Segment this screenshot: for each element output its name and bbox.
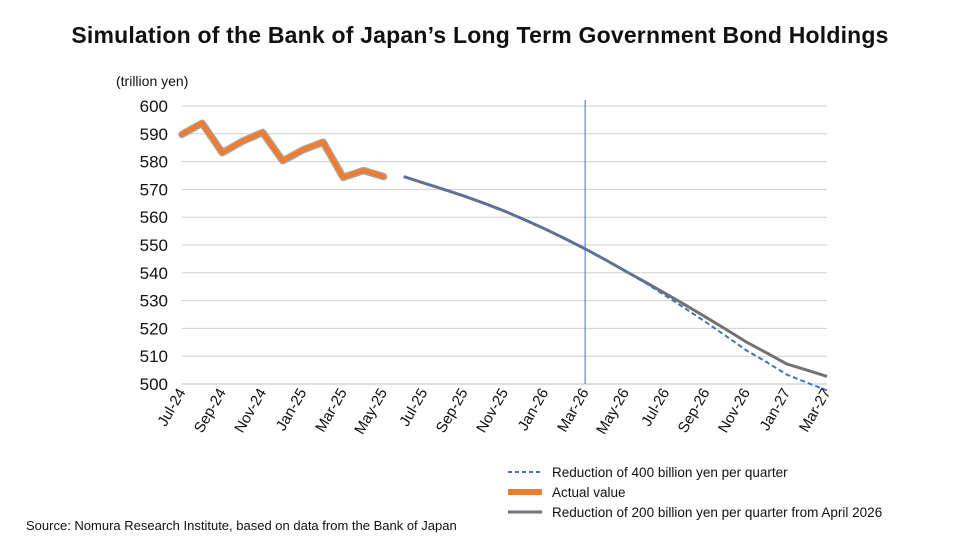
x-tick-label: Sep-24	[191, 386, 230, 436]
x-tick-label: Mar-26	[554, 386, 592, 436]
legend-label-400bn: Reduction of 400 billion yen per quarter	[552, 464, 788, 480]
y-tick-label: 570	[140, 180, 168, 199]
legend-label-200bn: Reduction of 200 billion yen per quarter…	[552, 504, 883, 520]
legend-swatch-orange	[508, 487, 542, 497]
chart-title: Simulation of the Bank of Japan’s Long T…	[71, 22, 889, 48]
y-tick-label: 580	[140, 153, 168, 172]
x-tick-label: May-26	[593, 386, 633, 438]
x-tick-label: May-25	[351, 386, 391, 438]
x-tick-label: Nov-25	[473, 386, 512, 436]
y-tick-label: 520	[140, 319, 168, 338]
y-tick-label: 590	[140, 125, 168, 144]
gridlines	[182, 105, 827, 385]
legend-item-200bn: Reduction of 200 billion yen per quarter…	[508, 502, 882, 522]
x-tick-label: Jan-26	[515, 386, 553, 434]
x-tick-label: Jan-25	[273, 386, 311, 434]
y-tick-label: 560	[140, 208, 168, 227]
x-tick-label: Sep-26	[675, 386, 714, 436]
series-line-actual	[179, 120, 387, 180]
series-line-200bn	[403, 175, 828, 378]
y-tick-label: 500	[140, 375, 168, 394]
y-axis-ticks: 500 510 520 530 540 550 560 570 580 590 600	[140, 97, 168, 394]
series-line-actual-outline	[178, 119, 388, 182]
y-tick-label: 530	[140, 292, 168, 311]
series-lines	[178, 119, 828, 392]
y-tick-label: 510	[140, 347, 168, 366]
series-line-400bn	[403, 175, 828, 392]
legend-swatch-dashed-blue	[508, 467, 542, 477]
x-tick-label: Jul-25	[396, 386, 431, 430]
legend-item-actual: Actual value	[508, 482, 882, 502]
x-tick-label: Jul-26	[638, 386, 673, 430]
y-tick-label: 550	[140, 236, 168, 255]
y-axis-unit-label: (trillion yen)	[116, 73, 189, 89]
x-tick-label: Jan-27	[756, 386, 794, 434]
x-tick-label: Nov-26	[715, 386, 754, 436]
x-tick-label: Mar-27	[796, 386, 834, 436]
x-axis-ticks: Jul-24 Sep-24 Nov-24 Jan-25 Mar-25 May-25 Jul-…	[154, 386, 834, 438]
source-note: Source: Nomura Research Institute, based…	[26, 518, 457, 533]
legend-item-400bn: Reduction of 400 billion yen per quarter	[508, 462, 882, 482]
x-tick-label: Sep-25	[433, 386, 472, 436]
y-tick-label: 600	[140, 97, 168, 116]
y-tick-label: 540	[140, 264, 168, 283]
legend-swatch-gray	[508, 507, 542, 517]
x-tick-label: Nov-24	[231, 386, 270, 436]
legend-label-actual: Actual value	[552, 484, 626, 500]
legend: Reduction of 400 billion yen per quarter…	[508, 462, 882, 522]
x-tick-label: Mar-25	[312, 386, 350, 436]
